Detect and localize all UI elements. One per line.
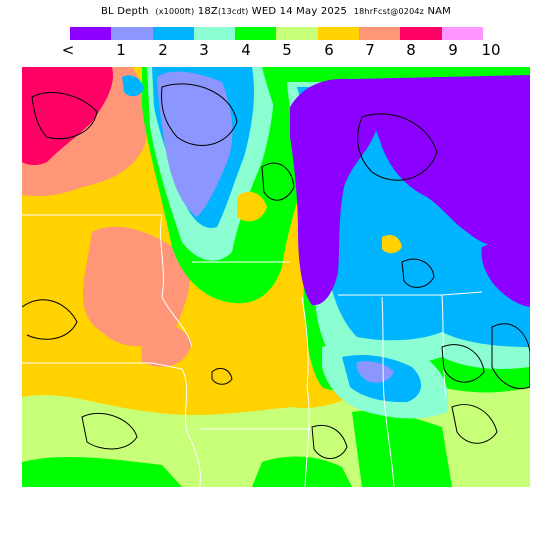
legend-label-7: 7: [365, 41, 375, 59]
title-date: WED 14 May 2025: [251, 6, 348, 17]
legend-swatch-1: [111, 27, 153, 40]
contour-lines: [22, 83, 530, 459]
title-forecast: 18hrFcst@0204z: [353, 7, 425, 16]
map-title: BL Depth (x1000ft) 18Z(13cdt) WED 14 May…: [0, 6, 552, 17]
lake-michigan: [290, 78, 379, 306]
boundary-layer-depth-map: [22, 67, 530, 487]
lake-erie-region: [481, 241, 530, 307]
legend-swatch-5: [276, 27, 318, 40]
title-units: (x1000ft): [155, 7, 195, 16]
legend-label-6: 6: [324, 41, 334, 59]
legend-label-8: 8: [406, 41, 416, 59]
color-legend: [70, 27, 483, 40]
midwest-lt-purple: [356, 361, 394, 383]
yellow-island-mn: [237, 191, 267, 222]
legend-label-9: 9: [448, 41, 458, 59]
yellow-island-wi: [382, 235, 402, 254]
south-green-patches: [22, 410, 452, 487]
legend-label-10: 10: [481, 41, 501, 59]
legend-label-5: 5: [282, 41, 292, 59]
legend-label-4: 4: [241, 41, 251, 59]
nw-blue-spot: [122, 75, 144, 97]
nw-red: [22, 67, 113, 166]
legend-swatch-8: [400, 27, 442, 40]
title-model: NAM: [427, 6, 451, 17]
legend-labels: < 1 2 3 4 5 6 7 8 9 10: [0, 41, 552, 59]
legend-swatch-0: [70, 27, 112, 40]
legend-swatch-9: [441, 27, 483, 40]
legend-swatch-6: [317, 27, 360, 40]
lake-huron: [352, 75, 530, 249]
north-lt-purple: [157, 71, 233, 217]
legend-swatch-3: [193, 27, 236, 40]
west-salmon: [82, 226, 191, 347]
legend-label-2: 2: [158, 41, 168, 59]
west-salmon-2: [140, 322, 192, 367]
legend-label-3: 3: [199, 41, 209, 59]
legend-swatch-7: [359, 27, 401, 40]
legend-swatch-2: [152, 27, 194, 40]
legend-label-0: <: [61, 41, 75, 59]
title-local: (13cdt): [217, 7, 249, 16]
legend-swatch-4: [235, 27, 277, 40]
title-time: 18Z: [197, 6, 218, 17]
title-main: BL Depth: [100, 6, 149, 17]
legend-label-1: 1: [116, 41, 126, 59]
